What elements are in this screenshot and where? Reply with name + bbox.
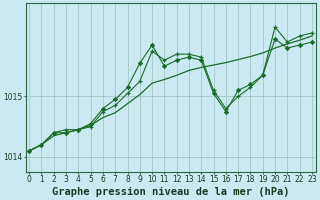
X-axis label: Graphe pression niveau de la mer (hPa): Graphe pression niveau de la mer (hPa) bbox=[52, 187, 289, 197]
